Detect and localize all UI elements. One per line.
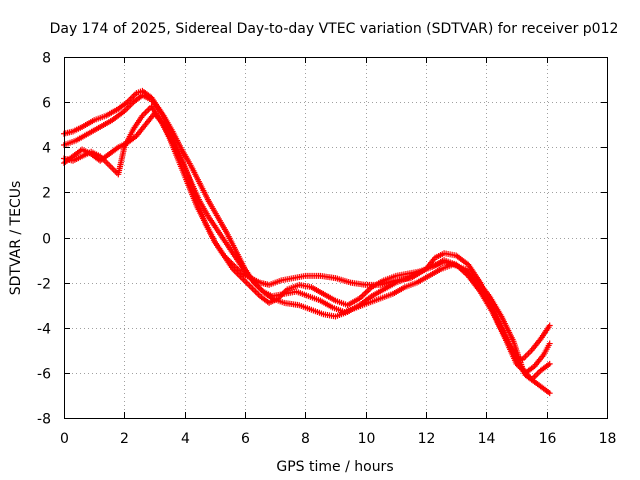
y-axis-label: SDTVAR / TECUs bbox=[8, 181, 24, 296]
y-tick-label: -8 bbox=[37, 412, 51, 428]
x-axis-label: GPS time / hours bbox=[276, 459, 393, 475]
data-point bbox=[546, 322, 553, 329]
y-tick-label: -4 bbox=[37, 322, 51, 338]
x-tick-label: 10 bbox=[358, 431, 376, 447]
x-tick-label: 0 bbox=[60, 431, 69, 447]
y-tick-labels: -8 -6 -4 -2 0 2 4 6 8 bbox=[37, 51, 51, 428]
x-tick-label: 6 bbox=[241, 431, 250, 447]
x-tick-label: 18 bbox=[599, 431, 617, 447]
data-point bbox=[546, 340, 553, 347]
data-points bbox=[61, 87, 553, 397]
series-track-d bbox=[61, 110, 553, 383]
series-track-c bbox=[61, 103, 553, 397]
y-tick-label: 0 bbox=[42, 232, 51, 248]
data-point bbox=[546, 360, 553, 367]
y-tick-label: 2 bbox=[42, 186, 51, 202]
y-tick-label: -6 bbox=[37, 367, 51, 383]
chart-title: Day 174 of 2025, Sidereal Day-to-day VTE… bbox=[50, 21, 619, 37]
x-tick-label: 8 bbox=[301, 431, 310, 447]
y-tick-label: -2 bbox=[37, 277, 51, 293]
x-tick-label: 14 bbox=[478, 431, 496, 447]
y-tick-label: 4 bbox=[42, 141, 51, 157]
y-tick-label: 8 bbox=[42, 51, 51, 67]
grid bbox=[64, 57, 607, 418]
axis-ticks bbox=[64, 57, 608, 419]
x-tick-labels: 0 2 4 6 8 10 12 14 16 18 bbox=[60, 431, 616, 447]
x-tick-label: 12 bbox=[418, 431, 436, 447]
data-point bbox=[546, 390, 553, 397]
x-tick-label: 16 bbox=[539, 431, 557, 447]
x-tick-label: 2 bbox=[120, 431, 129, 447]
y-tick-label: 6 bbox=[42, 96, 51, 112]
x-tick-label: 4 bbox=[181, 431, 190, 447]
